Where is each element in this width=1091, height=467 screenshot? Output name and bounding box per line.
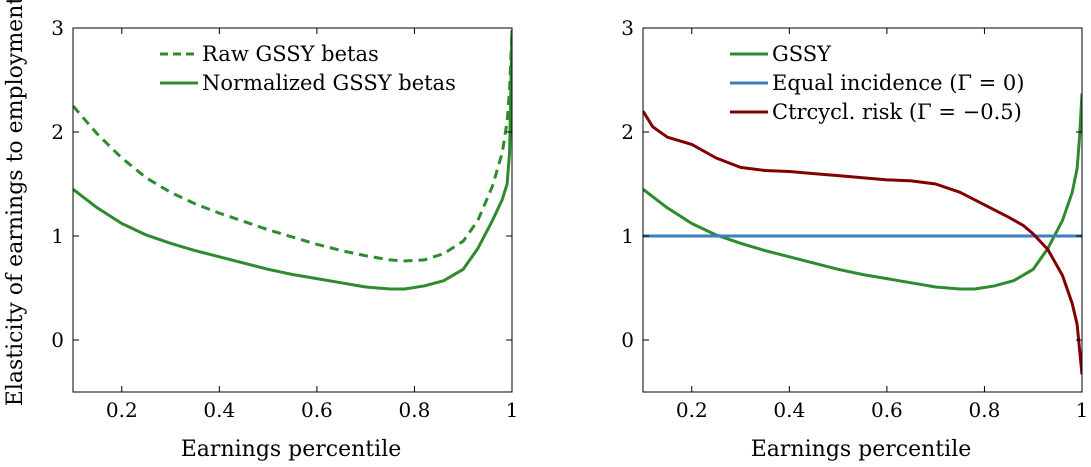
legend-label-1-2: Ctrcycl. risk (Γ = −0.5) [772,100,1022,124]
legend-1: GSSY Equal incidence (Γ = 0) Ctrcycl. risk… [730,42,1024,124]
x-tick-label-1-0: 0.2 [676,398,708,422]
left-y-axis-label: Elasticity of earnings to employment [3,0,28,406]
y-tick-label-1-3: 3 [621,16,634,40]
x-tick-label-1-1: 0.4 [773,398,805,422]
x-tick-label-0-0: 0.2 [106,398,138,422]
legend-label-1-0: GSSY [772,42,832,66]
x-tick-label-0-2: 0.6 [301,398,333,422]
left-x-axis-label: Earnings percentile [181,437,402,462]
y-tick-label-1-1: 1 [621,224,634,248]
x-tick-label-1-2: 0.6 [871,398,903,422]
y-tick-label-0-0: 0 [51,328,64,352]
x-tick-label-0-1: 0.4 [203,398,235,422]
left-chart: Elasticity of earnings to employment Ear… [3,0,518,462]
y-tick-label-1-2: 2 [621,120,634,144]
right-x-axis-label: Earnings percentile [751,437,972,462]
legend-label-1-1: Equal incidence (Γ = 0) [772,71,1024,95]
series-line-1-0 [643,93,1082,291]
y-tick-label-0-2: 2 [51,120,64,144]
plot-frame-1 [642,27,1083,393]
y-tick-label-0-3: 3 [51,16,64,40]
series-line-0-1 [73,30,512,291]
x-tick-label-0-4: 1 [506,398,519,422]
x-tick-label-1-4: 1 [1076,398,1089,422]
legend-label-0-1: Normalized GSSY betas [202,71,456,95]
legend-0: Raw GSSY betas Normalized GSSY betas [160,42,456,95]
series-line-1-2 [643,110,1082,375]
series-line-0-0 [73,30,512,263]
y-tick-label-1-0: 0 [621,328,634,352]
plot-frame-0 [72,27,513,393]
x-tick-label-0-3: 0.8 [399,398,431,422]
legend-label-0-0: Raw GSSY betas [202,42,379,66]
x-tick-label-1-3: 0.8 [969,398,1001,422]
right-chart: Earnings percentile 0.2 0.4 0.6 0.8 1 0 1 2 3 GSS… [621,16,1088,462]
y-tick-label-0-1: 1 [51,224,64,248]
